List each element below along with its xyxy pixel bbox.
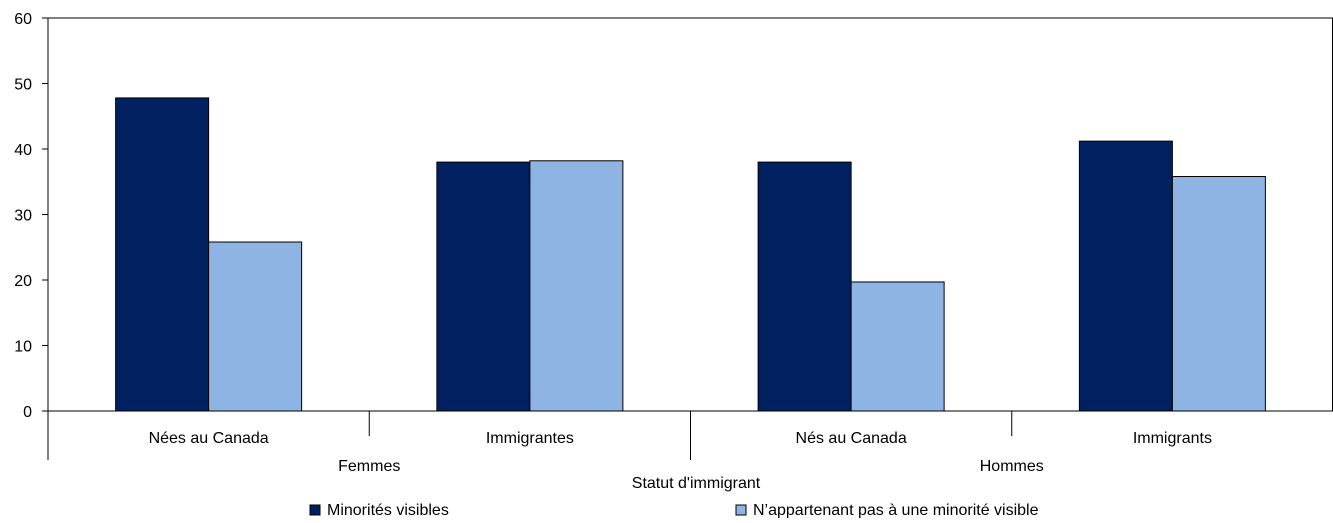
y-tick-label-20: 20 (14, 273, 32, 290)
bar-minorites-visibles-2 (757, 161, 852, 412)
category-label-0: Nées au Canada (149, 430, 269, 447)
labels-layer: 0 10 20 30 40 50 60 Nées au Canada Immigrantes Né… (14, 11, 1212, 475)
legend-label-1: N’appartenant pas à une minorité visible (753, 502, 1039, 518)
y-tick-label-50: 50 (14, 77, 32, 94)
y-tick-label-40: 40 (14, 142, 32, 159)
legend: Minorités visibles N’appartenant pas à un… (309, 502, 1039, 519)
y-tick-label-60: 60 (14, 11, 32, 28)
bar-minorites-visibles-3 (1078, 140, 1173, 412)
bar-minorites-visibles-1 (436, 161, 531, 412)
y-tick-label-30: 30 (14, 208, 32, 225)
bar-non-minorite-3 (1171, 176, 1266, 412)
bars-layer (115, 97, 1266, 412)
category-label-2: Nés au Canada (796, 430, 907, 447)
group-label-1: Hommes (980, 458, 1044, 475)
bar-non-minorite-1 (529, 160, 624, 412)
legend-label-0: Minorités visibles (327, 502, 449, 518)
legend-swatch-1 (735, 504, 747, 516)
legend-swatch-0 (309, 504, 321, 516)
x-axis-title: Statut d'immigrant (632, 475, 761, 492)
bar-non-minorite-0 (208, 241, 303, 412)
category-label-1: Immigrantes (486, 430, 574, 447)
group-label-0: Femmes (338, 458, 400, 475)
bar-non-minorite-2 (850, 281, 945, 412)
category-label-3: Immigrants (1133, 430, 1212, 447)
y-tick-label-0: 0 (23, 404, 32, 421)
bar-minorites-visibles-0 (115, 97, 210, 412)
y-tick-label-10: 10 (14, 339, 32, 356)
